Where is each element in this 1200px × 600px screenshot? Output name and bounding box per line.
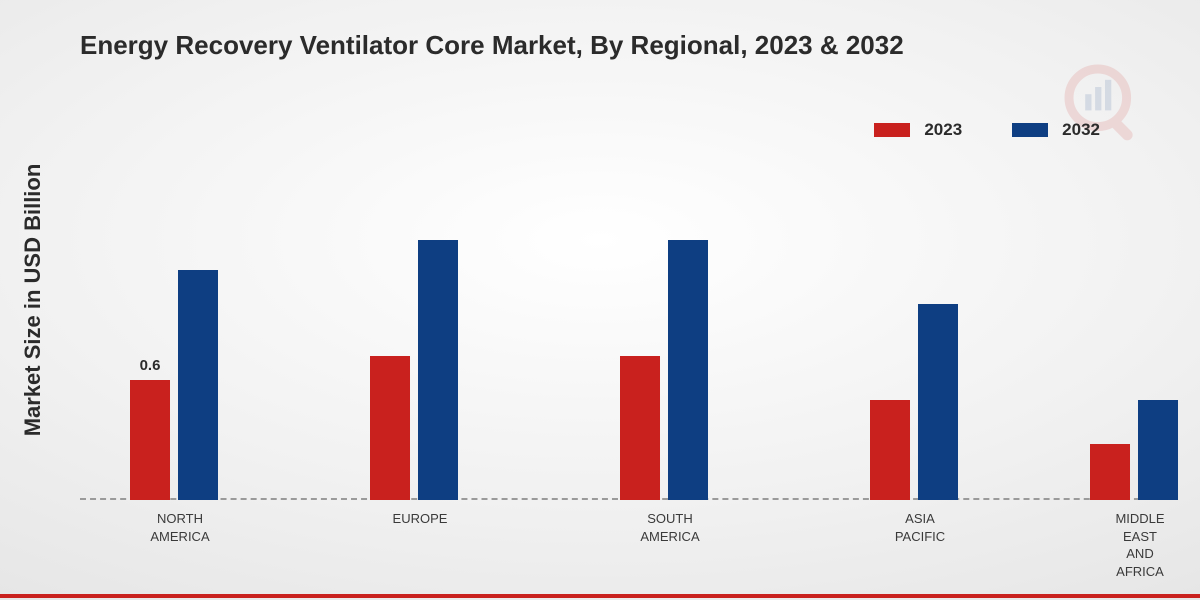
x-axis-label: EUROPE <box>393 500 448 528</box>
legend-label-2032: 2032 <box>1062 120 1100 140</box>
bar-2023 <box>130 380 170 500</box>
bar-value-label: 0.6 <box>140 357 161 374</box>
x-axis-label: ASIA PACIFIC <box>895 500 945 545</box>
legend-swatch-2023 <box>874 123 910 137</box>
bar-2032 <box>178 270 218 500</box>
legend-label-2023: 2023 <box>924 120 962 140</box>
legend-swatch-2032 <box>1012 123 1048 137</box>
bar-2023 <box>370 356 410 500</box>
x-axis-label: SOUTH AMERICA <box>640 500 699 545</box>
bar-2032 <box>918 304 958 500</box>
bar-2023 <box>620 356 660 500</box>
chart-canvas: Energy Recovery Ventilator Core Market, … <box>0 0 1200 600</box>
bar-2023 <box>870 400 910 500</box>
x-axis-label: NORTH AMERICA <box>150 500 209 545</box>
bar-2023 <box>1090 444 1130 500</box>
bar-2032 <box>668 240 708 500</box>
bar-2032 <box>418 240 458 500</box>
x-axis-label: MIDDLE EAST AND AFRICA <box>1115 500 1164 580</box>
y-axis-label: Market Size in USD Billion <box>20 164 46 437</box>
chart-title: Energy Recovery Ventilator Core Market, … <box>80 30 904 61</box>
bottom-rule <box>0 594 1200 598</box>
legend-item-2023: 2023 <box>874 120 962 140</box>
legend: 2023 2032 <box>874 120 1100 140</box>
plot-area: 0.6NORTH AMERICAEUROPESOUTH AMERICAASIA … <box>80 180 1160 500</box>
legend-item-2032: 2032 <box>1012 120 1100 140</box>
bar-2032 <box>1138 400 1178 500</box>
